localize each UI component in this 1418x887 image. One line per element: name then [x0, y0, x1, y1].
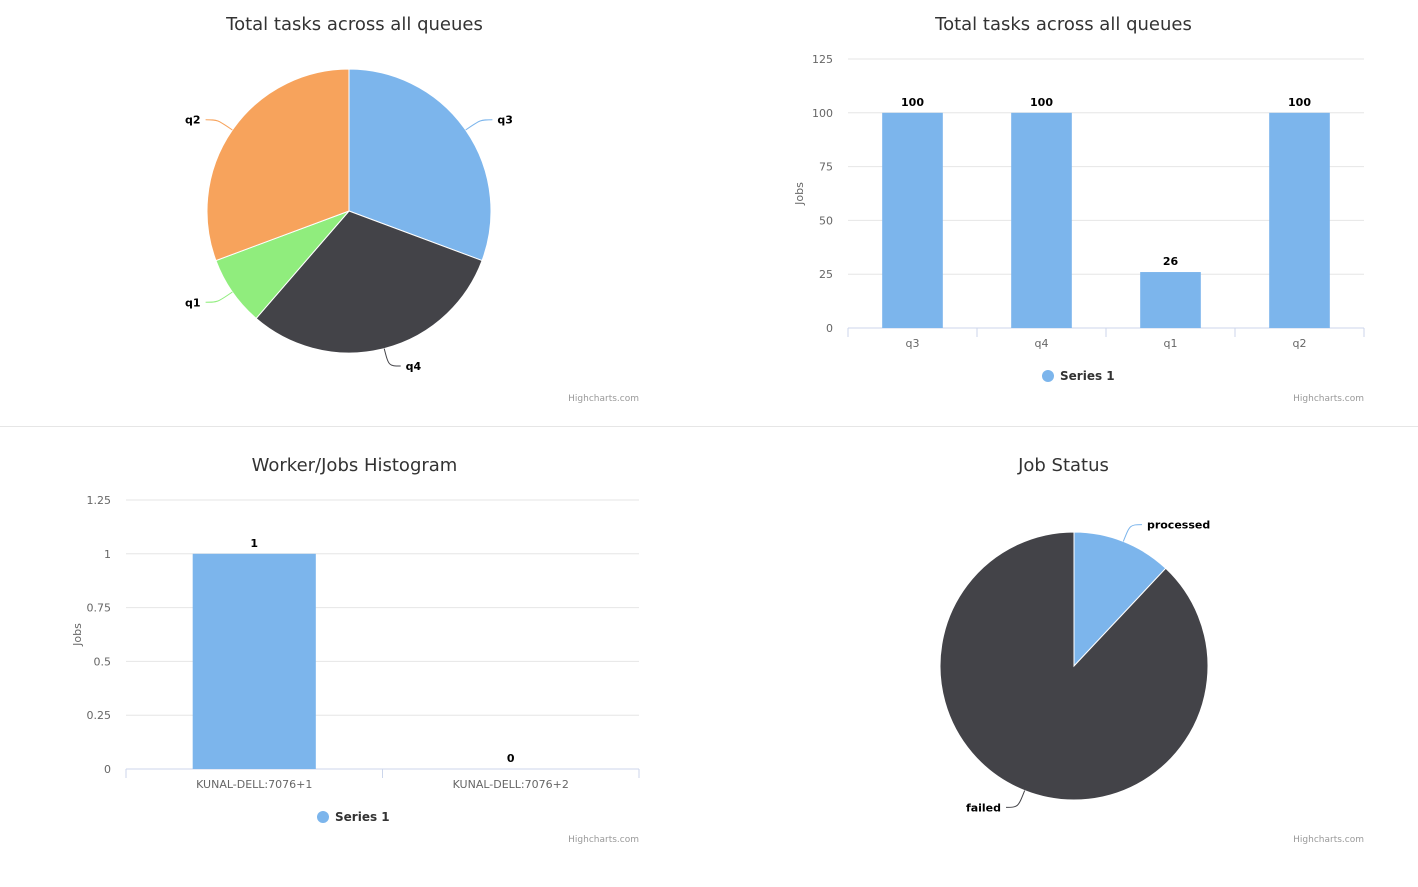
- data-label-KUNAL-DELL:7076+2: 0: [507, 752, 515, 765]
- y-tick-label: 0.5: [94, 655, 112, 668]
- y-tick-label: 75: [819, 161, 833, 174]
- pie-chart-queues: Total tasks across all queues q3 q4 q1 q2 Hig…: [0, 0, 709, 426]
- pie-connector-q2: [205, 119, 233, 131]
- y-tick-label: 100: [812, 107, 833, 120]
- y-tick-label: 25: [819, 268, 833, 281]
- chart-title: Job Status: [1017, 455, 1109, 476]
- pie-label-q4: q4: [406, 360, 422, 373]
- y-axis-title: Jobs: [71, 623, 84, 647]
- bar-chart-queues-svg: Total tasks across all queues 0 25 50 75 100 1…: [793, 14, 1365, 404]
- pie-connector-failed: [1006, 790, 1026, 808]
- pie-chart-job-status: Job Status processed failed Highcharts.com: [709, 427, 1418, 887]
- pie-connector-processed: [1122, 524, 1142, 542]
- pie-label-q2: q2: [185, 114, 201, 127]
- y-tick-label: 125: [812, 53, 833, 66]
- bar-q2: [1269, 112, 1330, 328]
- panel-divider: [0, 426, 1418, 427]
- y-tick-label: 0: [104, 763, 111, 776]
- pie-label-q1: q1: [185, 296, 201, 309]
- y-tick-label: 1.25: [87, 494, 112, 507]
- chart-title: Total tasks across all queues: [225, 14, 483, 35]
- legend-item-series-1: Series 1: [335, 810, 390, 824]
- bar-KUNAL-DELL:7076+1: [192, 553, 316, 769]
- bar-chart-workers-svg: Worker/Jobs Histogram 0 0.25 0.5 0.75 1 1.25 Jo…: [71, 455, 640, 845]
- y-tick-label: 0.25: [87, 709, 112, 722]
- pie-chart-job-status-svg: Job Status processed failed Highcharts.com: [939, 455, 1364, 845]
- pie-slice-processed: [1073, 531, 1167, 668]
- x-tick-label-q2: q2: [1293, 337, 1307, 350]
- credits: Highcharts.com: [568, 835, 639, 845]
- legend-symbol: [1042, 370, 1054, 382]
- bar-q3: [882, 112, 943, 328]
- chart-title: Worker/Jobs Histogram: [252, 455, 458, 476]
- bar-chart-queues: Total tasks across all queues 0 25 50 75 100 1…: [709, 0, 1418, 426]
- legend-item-series-1: Series 1: [1060, 369, 1115, 383]
- y-axis-title: Jobs: [793, 182, 806, 206]
- pie-connector-q1: [205, 291, 233, 303]
- y-tick-label: 0.75: [87, 602, 112, 615]
- y-tick-label: 1: [104, 548, 111, 561]
- x-tick-label-KUNAL-DELL:7076+1: KUNAL-DELL:7076+1: [196, 778, 312, 791]
- x-tick-label-q3: q3: [906, 337, 920, 350]
- credits: Highcharts.com: [568, 394, 639, 404]
- data-label-q4: 100: [1030, 96, 1053, 109]
- pie-label-failed: failed: [966, 801, 1001, 814]
- pie-label-processed: processed: [1147, 519, 1210, 532]
- bar-q4: [1011, 112, 1072, 328]
- y-tick-label: 0: [826, 322, 833, 335]
- x-tick-label-q4: q4: [1035, 337, 1049, 350]
- x-tick-label-KUNAL-DELL:7076+2: KUNAL-DELL:7076+2: [453, 778, 569, 791]
- data-label-KUNAL-DELL:7076+1: 1: [250, 537, 258, 550]
- bar-chart-workers: Worker/Jobs Histogram 0 0.25 0.5 0.75 1 1.25 Jo…: [0, 427, 709, 887]
- pie-chart-queues-svg: Total tasks across all queues q3 q4 q1 q2 Hig…: [185, 14, 639, 404]
- pie-label-q3: q3: [497, 114, 513, 127]
- legend-symbol: [317, 811, 329, 823]
- credits: Highcharts.com: [1293, 394, 1364, 404]
- pie-connector-q4: [383, 348, 401, 367]
- chart-title: Total tasks across all queues: [934, 14, 1192, 35]
- pie-slice-failed: [939, 531, 1209, 801]
- data-label-q3: 100: [901, 96, 924, 109]
- credits: Highcharts.com: [1293, 835, 1364, 845]
- y-tick-label: 50: [819, 214, 833, 227]
- pie-connector-q3: [465, 119, 493, 131]
- data-label-q1: 26: [1163, 255, 1179, 268]
- data-label-q2: 100: [1288, 96, 1311, 109]
- bar-q1: [1140, 272, 1201, 328]
- x-tick-label-q1: q1: [1164, 337, 1178, 350]
